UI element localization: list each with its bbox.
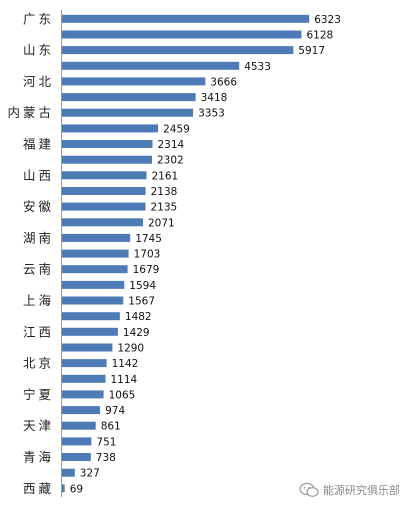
bar (62, 93, 196, 102)
bar (62, 249, 129, 258)
value-label: 861 (101, 421, 121, 433)
watermark: 能源研究俱乐部 (299, 482, 400, 498)
category-label: 安徽 (23, 199, 54, 214)
bar (62, 421, 96, 430)
category-label: 山西 (23, 168, 54, 183)
value-label: 1703 (134, 249, 161, 261)
value-label: 738 (96, 452, 116, 464)
bar (62, 453, 91, 461)
category-label: 北京 (23, 356, 54, 371)
bar (62, 265, 128, 274)
value-label: 327 (80, 468, 100, 480)
value-label: 4533 (244, 61, 271, 73)
value-label: 1567 (128, 296, 155, 308)
value-label: 5917 (298, 45, 325, 57)
value-label: 3353 (198, 108, 225, 120)
bar (62, 218, 143, 227)
bar (62, 280, 125, 289)
value-label: 1065 (109, 389, 136, 401)
category-label: 内蒙古 (7, 105, 54, 120)
bar (62, 437, 92, 446)
bar (62, 61, 240, 70)
category-label: 广东 (23, 11, 54, 26)
bar (62, 171, 147, 180)
bar (62, 187, 146, 195)
bar (62, 14, 310, 23)
wechat-icon (299, 482, 319, 498)
value-label: 1594 (129, 280, 156, 292)
value-label: 1142 (112, 358, 139, 370)
bars-group (62, 14, 310, 493)
value-label: 751 (96, 436, 116, 448)
value-label: 974 (105, 405, 125, 417)
bar (62, 406, 101, 415)
value-label: 2071 (148, 217, 175, 229)
watermark-text: 能源研究俱乐部 (323, 484, 400, 497)
category-label: 天津 (23, 418, 54, 433)
value-label: 1679 (133, 264, 160, 276)
bar (62, 390, 104, 399)
value-label: 2135 (151, 202, 178, 214)
value-label: 1290 (117, 343, 144, 355)
value-label: 1429 (123, 327, 150, 339)
value-label: 1114 (111, 374, 138, 386)
bar (62, 233, 131, 242)
value-label: 1482 (125, 311, 152, 323)
category-label: 西藏 (23, 481, 54, 496)
bar (62, 327, 118, 336)
bar (62, 359, 107, 368)
bar (62, 374, 106, 383)
bar (62, 312, 120, 321)
value-label: 2302 (157, 155, 184, 167)
value-label: 6128 (307, 30, 334, 42)
value-label: 69 (70, 483, 83, 495)
bar (62, 140, 153, 148)
category-label: 上海 (23, 293, 54, 308)
category-label: 云南 (23, 262, 54, 277)
bar (62, 30, 302, 39)
value-label: 3666 (210, 76, 237, 88)
category-label: 湖南 (23, 230, 54, 245)
category-label: 江西 (23, 324, 54, 339)
value-label: 2138 (151, 186, 178, 198)
value-label: 2314 (158, 139, 185, 151)
bar (62, 124, 159, 133)
value-labels-group: 6323 6128 5917 4533 3666 3418 3353 2459 2314 2302… (70, 14, 341, 495)
bar (62, 202, 146, 211)
bar (62, 108, 194, 117)
category-label: 福建 (23, 137, 54, 152)
bar (62, 77, 206, 86)
category-label: 青海 (23, 450, 54, 465)
value-label: 6323 (314, 14, 341, 26)
bar (62, 46, 294, 55)
bar (62, 155, 152, 164)
category-label: 宁夏 (23, 387, 54, 402)
value-label: 3418 (201, 92, 228, 104)
bar (62, 296, 124, 305)
bar (62, 343, 113, 352)
bar (62, 468, 75, 477)
category-label: 山东 (23, 43, 54, 58)
value-label: 2161 (152, 170, 179, 182)
value-label: 1745 (135, 233, 162, 245)
bar (62, 484, 65, 493)
category-label: 河北 (23, 74, 54, 89)
value-label: 2459 (163, 123, 190, 135)
